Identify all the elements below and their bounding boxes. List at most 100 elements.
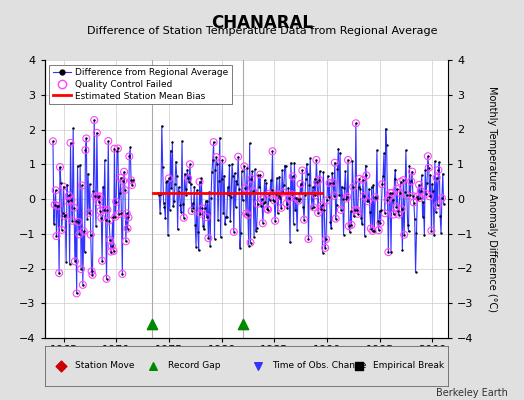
Point xyxy=(380,210,389,216)
Point xyxy=(176,202,184,209)
Point xyxy=(310,204,318,211)
Point xyxy=(219,210,227,216)
Point xyxy=(171,181,179,187)
Point xyxy=(395,211,403,218)
Point xyxy=(100,206,108,213)
Point xyxy=(296,196,304,203)
Point xyxy=(172,173,181,179)
Point xyxy=(107,243,116,249)
Point xyxy=(365,186,373,192)
Point xyxy=(60,213,69,219)
Point xyxy=(93,130,101,136)
Point xyxy=(408,168,416,175)
Point xyxy=(424,153,432,160)
Point xyxy=(246,240,255,246)
Point xyxy=(422,191,430,197)
Point xyxy=(166,206,174,213)
Point xyxy=(344,157,352,163)
Point xyxy=(378,181,386,188)
Point xyxy=(128,182,136,188)
Point xyxy=(402,192,411,198)
Point xyxy=(409,193,417,199)
Point xyxy=(242,210,250,217)
Point xyxy=(67,197,75,203)
Point xyxy=(206,242,214,249)
Point xyxy=(177,209,185,215)
Point xyxy=(182,192,191,198)
Point xyxy=(98,258,106,264)
Point xyxy=(238,197,247,204)
Point xyxy=(164,232,172,238)
Point xyxy=(84,171,92,177)
Point xyxy=(340,185,348,192)
Point xyxy=(298,167,307,174)
Point xyxy=(332,216,340,222)
Point xyxy=(432,174,441,181)
Point xyxy=(191,221,199,228)
Point xyxy=(357,214,365,221)
Point xyxy=(384,249,392,255)
Point xyxy=(271,218,279,224)
Point xyxy=(214,217,222,223)
Point xyxy=(299,203,308,210)
Point xyxy=(306,155,314,162)
Point xyxy=(80,228,88,234)
Point xyxy=(437,230,445,236)
Point xyxy=(362,172,370,179)
Point xyxy=(77,266,85,272)
Point xyxy=(241,185,249,191)
Point xyxy=(349,184,357,190)
Point xyxy=(233,181,242,187)
Point xyxy=(99,184,107,190)
Point xyxy=(245,140,254,146)
Point xyxy=(316,206,325,212)
Point xyxy=(102,276,111,282)
Point xyxy=(76,162,84,168)
Point xyxy=(395,211,403,218)
Text: Berkeley Earth: Berkeley Earth xyxy=(436,388,508,398)
Point xyxy=(330,192,338,199)
Point xyxy=(417,188,425,194)
Point xyxy=(240,163,248,170)
Point xyxy=(105,218,113,224)
Point xyxy=(110,146,118,152)
Point xyxy=(359,177,367,183)
Point xyxy=(220,172,228,179)
Point xyxy=(345,223,353,229)
Point xyxy=(405,228,413,234)
Point xyxy=(371,194,379,200)
Point xyxy=(67,140,75,146)
Point xyxy=(282,200,291,207)
Point xyxy=(258,196,266,202)
Point xyxy=(78,182,86,189)
Point xyxy=(155,192,163,198)
Text: Difference of Station Temperature Data from Regional Average: Difference of Station Temperature Data f… xyxy=(87,26,437,36)
Point xyxy=(185,161,194,168)
Point xyxy=(271,218,279,224)
Point xyxy=(376,220,385,226)
Point xyxy=(321,245,330,251)
Point xyxy=(107,243,116,249)
Point xyxy=(406,192,414,198)
Point xyxy=(180,171,189,177)
Point xyxy=(237,168,246,174)
Point xyxy=(408,168,416,175)
Point xyxy=(157,191,165,198)
Point xyxy=(331,160,339,166)
Point xyxy=(366,209,374,215)
Point xyxy=(88,272,96,278)
Point xyxy=(397,206,406,212)
Point xyxy=(62,258,70,265)
Point xyxy=(193,187,201,193)
Point xyxy=(72,290,81,297)
Point xyxy=(123,225,132,232)
Point xyxy=(188,208,196,214)
Point xyxy=(278,167,286,174)
Point xyxy=(185,179,193,185)
Point xyxy=(438,195,446,201)
Point xyxy=(210,236,219,242)
Point xyxy=(68,218,77,224)
Point xyxy=(332,216,340,222)
Point xyxy=(86,232,95,238)
Point xyxy=(352,120,360,126)
